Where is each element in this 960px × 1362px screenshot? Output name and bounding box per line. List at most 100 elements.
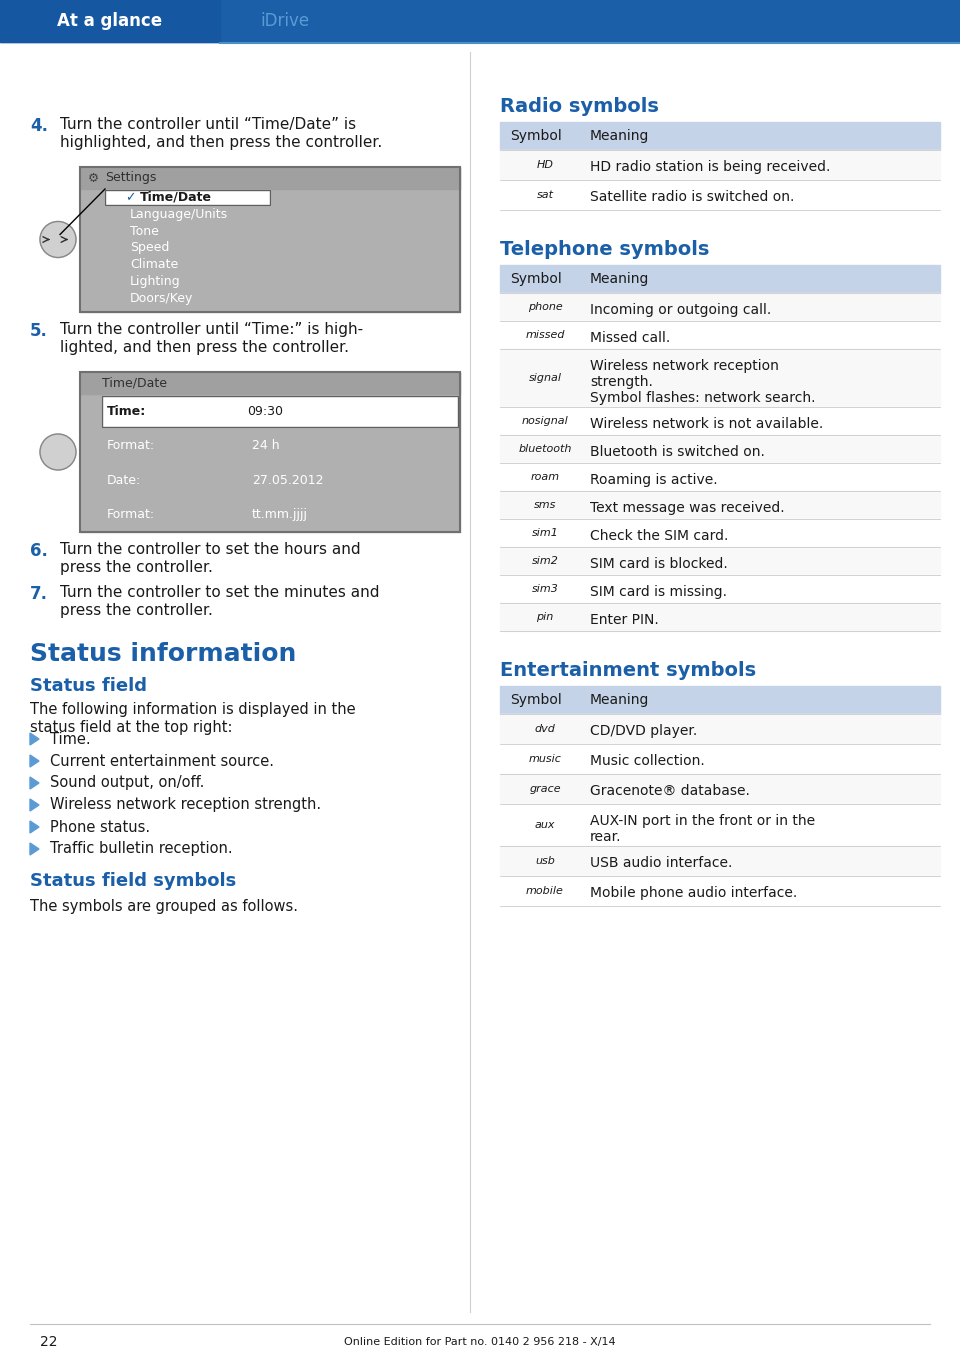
Bar [0,0,220,42]
Text: Turn the controller until “Time:” is high‑: Turn the controller until “Time:” is hig… [60,321,363,336]
Text: Time/Date: Time/Date [140,191,212,204]
Text: Doors/Key: Doors/Key [130,291,193,305]
Text: lighted, and then press the controller.: lighted, and then press the controller. [60,340,349,355]
Bar [500,744,940,774]
Text: nosignal: nosignal [521,415,568,426]
Circle shape [40,434,76,470]
Text: signal: signal [529,373,562,383]
Text: 5.: 5. [30,321,48,340]
Text: Check the SIM card.: Check the SIM card. [590,528,729,543]
Text: bluetooth: bluetooth [518,444,572,454]
Text: Wireless network reception: Wireless network reception [590,360,779,373]
Text: Time:: Time: [107,405,146,418]
Polygon shape [30,821,39,834]
Text: music: music [529,755,562,764]
Text: Phone status.: Phone status. [50,820,150,835]
Text: 6.: 6. [30,542,48,560]
Bar [500,434,940,463]
Text: Turn the controller to set the hours and: Turn the controller to set the hours and [60,542,361,557]
Text: 4.: 4. [30,117,48,135]
Bar [80,372,460,533]
Text: Current entertainment source.: Current entertainment source. [50,753,274,768]
Text: At a glance: At a glance [58,12,162,30]
Bar [500,490,940,519]
Text: missed: missed [525,330,564,340]
Text: phone: phone [528,302,563,312]
Text: Turn the controller to set the minutes and: Turn the controller to set the minutes a… [60,586,379,601]
Text: Symbol: Symbol [510,693,562,707]
Text: Traffic bulletin reception.: Traffic bulletin reception. [50,842,232,857]
Text: Symbol flashes: network search.: Symbol flashes: network search. [590,391,815,405]
Text: rear.: rear. [590,829,621,844]
Text: Settings: Settings [105,172,156,184]
Text: usb: usb [535,855,555,866]
Text: iDrive: iDrive [260,12,309,30]
Text: Format:: Format: [107,440,156,452]
Text: sim3: sim3 [532,584,559,594]
Text: ✓: ✓ [125,191,135,204]
Bar [500,519,940,548]
Text: Missed call.: Missed call. [590,331,670,345]
Bar [500,123,940,150]
Text: Online Edition for Part no. 0140 2 956 218 - X/14: Online Edition for Part no. 0140 2 956 2… [345,1337,615,1347]
Text: Mobile phone audio interface.: Mobile phone audio interface. [590,887,797,900]
Text: Telephone symbols: Telephone symbols [500,240,709,259]
Circle shape [40,222,76,257]
Bar [500,293,940,321]
Text: Time/Date: Time/Date [102,376,167,390]
Bar [500,349,940,407]
Text: Gracenote® database.: Gracenote® database. [590,785,750,798]
Text: Tone: Tone [130,225,158,237]
Text: Radio symbols: Radio symbols [500,97,659,116]
Text: Format:: Format: [107,508,156,522]
Polygon shape [30,755,39,767]
Text: AUX-IN port in the front or in the: AUX-IN port in the front or in the [590,814,815,828]
Text: highlighted, and then press the controller.: highlighted, and then press the controll… [60,135,382,150]
Text: Climate: Climate [130,259,179,271]
Text: grace: grace [529,785,561,794]
Text: Time.: Time. [50,731,90,746]
Text: Sound output, on/off.: Sound output, on/off. [50,775,204,790]
Text: tt.mm.jjjj: tt.mm.jjjj [252,508,308,522]
Bar [80,168,460,312]
Bar [500,575,940,603]
Bar [500,407,940,434]
Text: Bluetooth is switched on.: Bluetooth is switched on. [590,445,765,459]
Text: Wireless network reception strength.: Wireless network reception strength. [50,798,322,813]
Bar [105,189,270,206]
Text: 27.05.2012: 27.05.2012 [252,474,324,486]
Bar [80,168,460,189]
Polygon shape [30,733,39,745]
Text: press the controller.: press the controller. [60,560,213,575]
Text: roam: roam [531,473,560,482]
Text: strength.: strength. [590,375,653,390]
Text: Symbol: Symbol [510,272,562,286]
Text: HD: HD [537,159,554,170]
Text: Speed: Speed [130,241,169,255]
Polygon shape [30,776,39,789]
Text: Roaming is active.: Roaming is active. [590,473,718,488]
Text: sim1: sim1 [532,528,559,538]
Text: ⚙: ⚙ [88,172,99,184]
Bar [500,548,940,575]
Text: Meaning: Meaning [590,693,649,707]
Text: HD radio station is being received.: HD radio station is being received. [590,159,830,174]
Bar [500,714,940,744]
Text: Status field symbols: Status field symbols [30,872,236,889]
Text: pin: pin [537,612,554,622]
Bar [102,396,458,426]
Polygon shape [30,799,39,810]
Text: press the controller.: press the controller. [60,603,213,618]
Bar [102,396,458,426]
Text: SIM card is missing.: SIM card is missing. [590,586,727,599]
Text: Wireless network is not available.: Wireless network is not available. [590,417,824,430]
Bar [80,372,460,533]
Text: Entertainment symbols: Entertainment symbols [500,661,756,680]
Text: Symbol: Symbol [510,129,562,143]
Text: sim2: sim2 [532,556,559,567]
Bar [500,846,940,876]
Text: mobile: mobile [526,887,564,896]
Text: SIM card is blocked.: SIM card is blocked. [590,557,728,571]
Text: sms: sms [534,500,556,509]
Bar [500,774,940,804]
